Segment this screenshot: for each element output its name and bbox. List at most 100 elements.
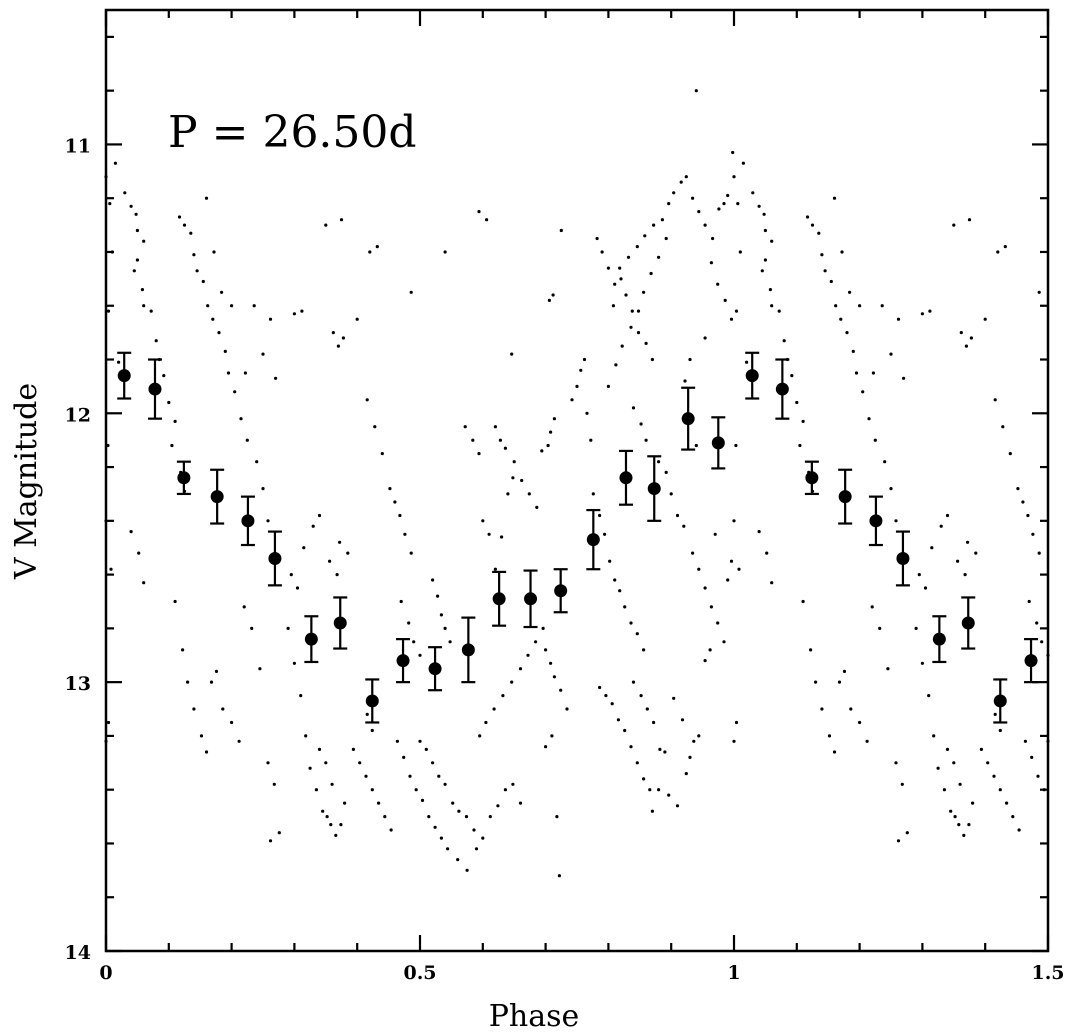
observation-dot — [167, 400, 171, 405]
binned-point — [428, 646, 443, 692]
observation-dot — [679, 180, 683, 184]
observation-dot — [644, 438, 648, 442]
observation-dot — [782, 339, 786, 343]
observation-dot — [527, 492, 531, 496]
observation-dot — [738, 250, 742, 254]
observation-dot — [798, 443, 802, 448]
observation-dot — [266, 519, 270, 523]
mean-marker — [210, 490, 224, 504]
observation-dot — [663, 750, 667, 754]
observation-dot — [861, 390, 865, 394]
observation-dot — [481, 836, 485, 840]
y-tick-label: 14 — [65, 942, 91, 964]
observation-dot — [636, 331, 641, 335]
observation-dot — [506, 492, 510, 496]
observation-dot — [230, 304, 234, 308]
observation-dot — [540, 449, 544, 453]
observation-dot — [329, 823, 333, 827]
observation-dot — [827, 734, 832, 738]
observation-dot — [684, 175, 688, 179]
observation-dot — [604, 694, 608, 698]
binned-point — [647, 455, 662, 522]
observation-dot — [809, 648, 813, 652]
observation-dot — [457, 809, 461, 813]
observation-dot — [142, 239, 146, 243]
observation-dot — [889, 352, 893, 356]
observation-dot — [547, 298, 552, 302]
observation-dot — [510, 680, 514, 684]
mean-marker — [647, 482, 661, 496]
observation-dot — [192, 253, 196, 257]
y-tick-label: 12 — [65, 404, 91, 426]
observation-dot — [220, 290, 224, 294]
observation-dot — [582, 357, 587, 362]
mean-marker — [681, 412, 695, 426]
binned-point — [147, 358, 162, 420]
observation-dot — [424, 747, 428, 752]
observation-dot — [552, 675, 557, 679]
mean-marker — [117, 369, 131, 383]
observation-dot — [829, 279, 833, 284]
observation-dot — [277, 831, 281, 835]
observation-dot — [606, 266, 611, 270]
observation-dot — [694, 443, 698, 448]
observation-dot — [1040, 640, 1044, 644]
observation-dot — [936, 766, 940, 770]
observation-dot — [206, 304, 210, 308]
observation-dot — [623, 605, 627, 609]
period-annotation: P = 26.50d — [168, 107, 417, 158]
observation-dot — [840, 250, 844, 254]
observation-dot — [189, 231, 193, 235]
binned-point — [586, 508, 601, 571]
observation-dot — [657, 255, 661, 259]
observation-dot — [849, 707, 853, 711]
observation-dot — [624, 293, 628, 297]
observation-dot — [920, 312, 925, 316]
observation-dot — [255, 460, 259, 464]
observation-dot — [711, 236, 715, 241]
observation-dot — [331, 331, 335, 335]
observation-dot — [383, 815, 387, 819]
observation-dot — [1036, 774, 1040, 778]
observation-dot — [623, 728, 627, 733]
observation-dot — [431, 761, 435, 765]
observation-dot — [650, 357, 655, 362]
observation-dot — [751, 191, 755, 195]
observation-dot — [805, 215, 810, 219]
observation-dot — [660, 218, 665, 222]
observation-dot — [664, 470, 668, 474]
observation-dot — [335, 573, 339, 577]
observation-dot — [557, 874, 562, 878]
observation-dot — [209, 680, 214, 684]
observation-dot — [971, 801, 975, 805]
observation-dot — [986, 761, 990, 765]
observation-dot — [1021, 500, 1025, 504]
observation-dot — [726, 578, 730, 582]
observation-dot — [927, 694, 931, 698]
observation-dot — [308, 766, 312, 770]
observation-dot — [511, 782, 515, 786]
binned-point — [523, 569, 538, 629]
x-tick-label: 0 — [99, 962, 112, 984]
observation-dot — [896, 317, 901, 321]
observation-dot — [996, 250, 1000, 254]
observation-dot — [339, 823, 343, 827]
tick-labels: 0 0.5 1 1.5 11 12 13 14 — [65, 135, 1065, 984]
observation-dot — [644, 341, 648, 345]
observation-dot — [618, 266, 622, 270]
observation-dot — [993, 398, 997, 402]
mean-marker — [177, 471, 191, 485]
observation-dot — [328, 559, 332, 563]
observation-dot — [559, 688, 563, 692]
mean-marker — [932, 632, 946, 646]
observation-dot — [945, 747, 950, 752]
observation-points — [104, 89, 1050, 878]
observation-dot — [967, 218, 972, 222]
observation-dot — [451, 801, 455, 805]
binned-point — [117, 351, 132, 400]
observation-dot — [894, 519, 898, 523]
observation-dot — [770, 581, 774, 585]
observation-dot — [377, 801, 381, 805]
observation-dot — [418, 653, 422, 657]
observation-dot — [261, 352, 265, 356]
